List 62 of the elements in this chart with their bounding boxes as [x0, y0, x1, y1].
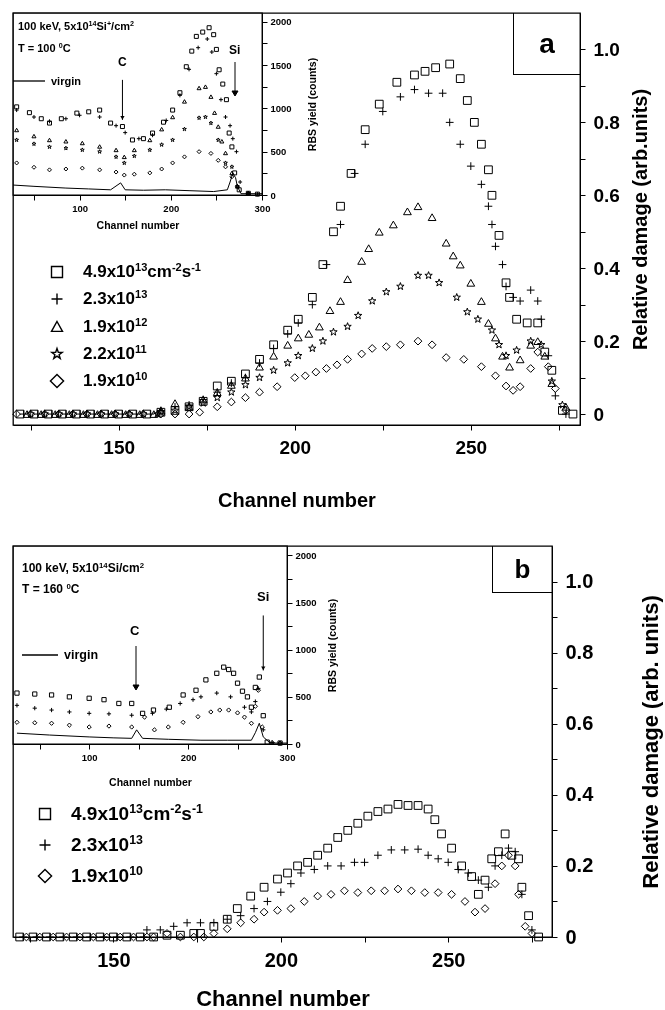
y-tick-label: 0	[565, 925, 577, 948]
annotation: T = 100 $^{0}$C	[18, 42, 71, 55]
legend-label: 2.3x10$^{13}$	[71, 832, 143, 856]
annotation: b	[492, 546, 552, 593]
x-tick-label: 150	[97, 948, 131, 971]
x-tick-label: 250	[432, 948, 466, 971]
y-axis-title: RBS yield (counts)	[305, 57, 318, 152]
y-tick-label: 0.2	[565, 854, 594, 877]
annotation: C	[118, 55, 128, 70]
y-axis-title: Relative damage (arb.units)	[628, 88, 651, 351]
x-tick-label: 300	[254, 202, 271, 214]
y-tick-label: 0	[295, 738, 301, 750]
x-axis-title: Channel number	[109, 775, 192, 788]
y-tick-label: 1000	[270, 102, 292, 114]
y-tick-label: 0	[270, 189, 276, 201]
y-tick-label: 1.0	[593, 38, 620, 60]
annotation: Si	[229, 43, 241, 58]
x-tick-label: 100	[72, 202, 89, 214]
x-tick-label: 200	[163, 202, 180, 214]
y-tick-label: 2000	[270, 16, 292, 28]
y-tick-label: 0.8	[593, 111, 620, 133]
legend-label: 1.9x10$^{10}$	[71, 863, 143, 887]
x-tick-label: 200	[180, 751, 197, 763]
y-axis-title: RBS yield (counts)	[325, 598, 338, 693]
y-tick-label: 0.8	[565, 641, 594, 664]
legend-label: 4.9x10$^{13}$cm$^{-2}$s$^{-1}$	[83, 260, 201, 282]
y-tick-label: 1500	[270, 59, 292, 71]
y-tick-label: 0.2	[593, 330, 620, 352]
y-tick-label: 0	[593, 403, 605, 425]
y-tick-label: 500	[270, 146, 287, 158]
y-tick-label: 0.4	[593, 257, 621, 279]
legend-label: 1.9x10$^{10}$	[83, 370, 148, 392]
legend-label: 4.9x10$^{13}$cm$^{-2}$s$^{-1}$	[71, 801, 203, 825]
x-tick-label: 250	[455, 436, 488, 458]
x-tick-label: 200	[279, 436, 312, 458]
y-tick-label: 0.6	[593, 184, 620, 206]
y-tick-label: 1.0	[565, 570, 594, 593]
x-axis-title: Channel number	[196, 985, 371, 1010]
y-tick-label: 500	[295, 691, 312, 703]
annotation: C	[130, 623, 140, 639]
legend-label: virgin	[51, 74, 81, 87]
x-axis-title: Channel number	[218, 488, 377, 511]
annotation: Si	[257, 588, 270, 604]
y-tick-label: 1000	[295, 644, 317, 656]
x-tick-label: 200	[264, 948, 299, 971]
annotation: 100 keV, 5x10$^{14}$Si$^{+}$/cm$^{2}$	[18, 20, 135, 33]
y-axis-title: Relative damage (arb. units)	[637, 595, 663, 889]
annotation: 100 keV, 5x10$^{14}$Si/cm$^{2}$	[22, 560, 145, 576]
legend-label: virgin	[64, 647, 99, 662]
legend-label: 2.3x10$^{13}$	[83, 288, 148, 310]
legend-label: 1.9x10$^{12}$	[83, 315, 148, 337]
y-tick-label: 1500	[295, 597, 317, 609]
annotation: a	[513, 13, 580, 75]
x-tick-label: 100	[81, 751, 98, 763]
x-tick-label: 150	[103, 436, 135, 458]
y-tick-label: 0.4	[565, 783, 595, 806]
x-axis-title: Channel number	[96, 218, 180, 231]
annotation: T = 160 $^{0}$C	[22, 581, 80, 597]
legend-label: 2.2x10$^{11}$	[83, 342, 147, 364]
x-tick-label: 300	[279, 751, 296, 763]
y-tick-label: 2000	[295, 549, 317, 561]
y-tick-label: 0.6	[565, 712, 594, 735]
